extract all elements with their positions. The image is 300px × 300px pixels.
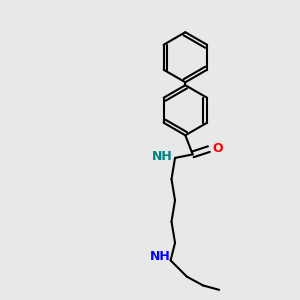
Text: O: O bbox=[212, 142, 223, 155]
Text: NH: NH bbox=[152, 150, 173, 163]
Text: NH: NH bbox=[150, 250, 171, 262]
